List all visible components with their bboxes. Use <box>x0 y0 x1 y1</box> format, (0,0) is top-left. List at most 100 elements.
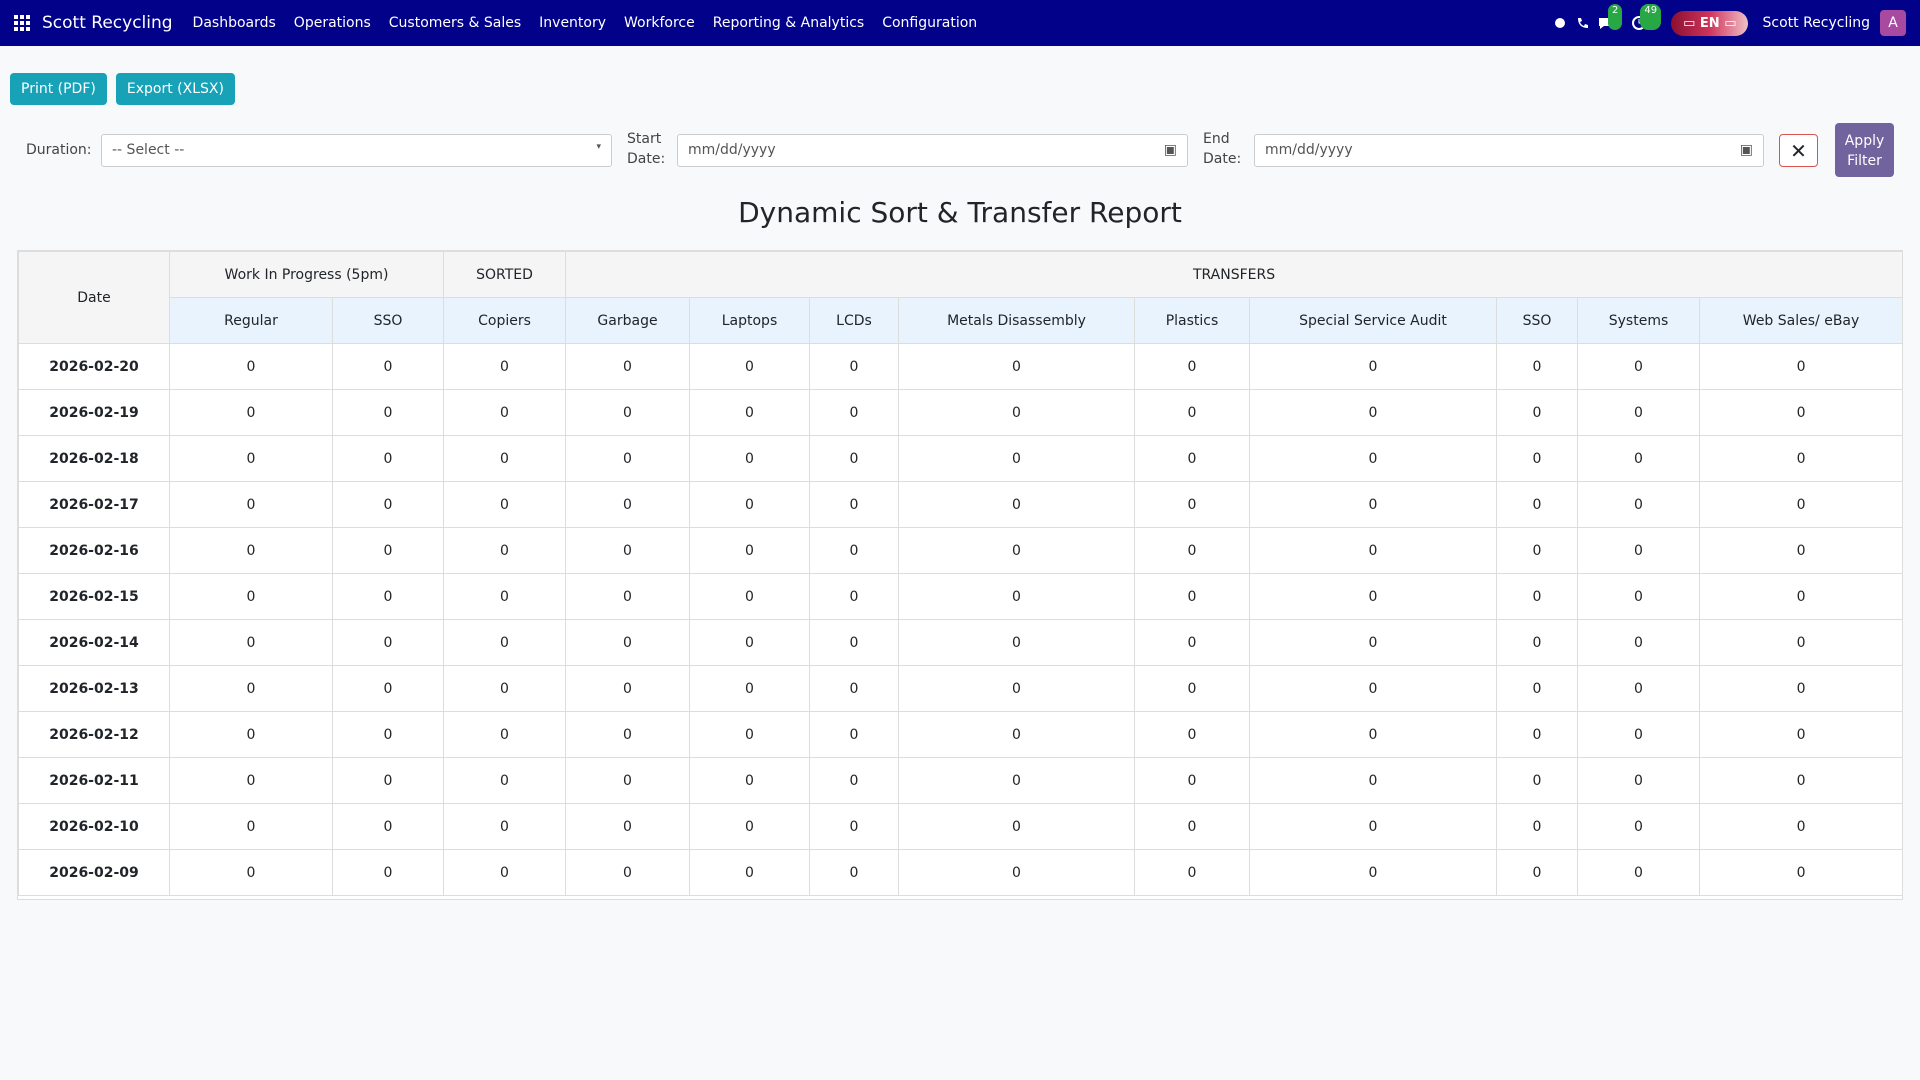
status-dot[interactable] <box>1554 17 1566 29</box>
value-cell: 0 <box>689 573 810 620</box>
start-date[interactable]: mm/dd/yyyy ▣ <box>677 134 1188 167</box>
value-cell: 0 <box>1577 481 1700 528</box>
value-cell: 0 <box>1134 527 1250 574</box>
value-cell: 0 <box>1698 849 1902 896</box>
value-cell: 0 <box>898 757 1135 804</box>
apps-icon[interactable] <box>14 15 30 31</box>
value-cell: 0 <box>443 803 566 850</box>
menu-item[interactable]: Dashboards <box>192 15 276 31</box>
value-cell: 0 <box>1496 481 1578 528</box>
date-cell: 2026-02-11 <box>18 757 170 804</box>
value-cell: 0 <box>332 481 444 528</box>
value-cell: 0 <box>1496 757 1578 804</box>
value-cell: 0 <box>1249 527 1497 574</box>
value-cell: 0 <box>443 711 566 758</box>
avatar[interactable]: A <box>1880 10 1906 36</box>
value-cell: 0 <box>443 573 566 620</box>
date-cell: 2026-02-20 <box>18 343 170 390</box>
value-cell: 0 <box>169 527 333 574</box>
value-cell: 0 <box>1249 481 1497 528</box>
toolbar-button[interactable]: Print (PDF) <box>10 73 107 105</box>
value-cell: 0 <box>689 803 810 850</box>
value-cell: 0 <box>898 803 1135 850</box>
value-cell: 0 <box>169 803 333 850</box>
menu: Dashboards Operations Customers & Sales Inv… <box>193 15 996 31</box>
menu-item[interactable]: Operations <box>293 15 371 31</box>
value-cell: 0 <box>169 665 333 712</box>
value-cell: 0 <box>332 343 444 390</box>
date-cell: 2026-02-16 <box>18 527 170 574</box>
menu-item[interactable]: Reporting & Analytics <box>712 15 865 31</box>
end-placeholder: mm/dd/yyyy <box>1265 142 1353 158</box>
menu-item[interactable]: Customers & Sales <box>388 15 522 31</box>
duration-select[interactable]: -- Select -- ▾ <box>101 134 612 167</box>
apply-button[interactable]: Apply Filter <box>1835 123 1894 177</box>
report-row: 2026-02-19 0 0 0 0 0 0 0 0 0 0 0 0 <box>18 389 1902 436</box>
value-cell: 0 <box>898 665 1135 712</box>
value-cell: 0 <box>809 849 899 896</box>
value-cell: 0 <box>1698 527 1902 574</box>
value-cell: 0 <box>332 711 444 758</box>
column-header: LCDs <box>809 297 899 344</box>
value-cell: 0 <box>1698 573 1902 620</box>
value-cell: 0 <box>1249 343 1497 390</box>
value-cell: 0 <box>332 757 444 804</box>
company[interactable]: Scott Recycling <box>1762 15 1870 31</box>
column-header: Metals Disassembly <box>898 297 1135 344</box>
menu-item[interactable]: Inventory <box>539 15 607 31</box>
value-cell: 0 <box>809 619 899 666</box>
activity[interactable]: 49 <box>1632 4 1662 30</box>
value-cell: 0 <box>565 665 690 712</box>
activity-badge: 49 <box>1640 4 1662 30</box>
value-cell: 0 <box>565 803 690 850</box>
column-header: Web Sales/ eBay <box>1698 297 1902 344</box>
value-cell: 0 <box>443 343 566 390</box>
value-cell: 0 <box>898 711 1135 758</box>
language-switch[interactable]: ▭ EN ▭ <box>1671 10 1749 36</box>
value-cell: 0 <box>565 849 690 896</box>
value-cell: 0 <box>332 389 444 436</box>
value-cell: 0 <box>1249 711 1497 758</box>
value-cell: 0 <box>1698 343 1902 390</box>
group-header: TRANSFERS <box>564 251 1902 298</box>
group-header: Work In Progress (5pm) <box>169 251 444 298</box>
value-cell: 0 <box>809 343 899 390</box>
value-cell: 0 <box>898 481 1135 528</box>
date-cell: 2026-02-09 <box>18 849 170 896</box>
phone-icon[interactable] <box>1576 17 1588 29</box>
report-row: 2026-02-14 0 0 0 0 0 0 0 0 0 0 0 0 <box>18 619 1902 666</box>
chat[interactable]: 2 <box>1598 4 1623 30</box>
value-cell: 0 <box>1577 849 1700 896</box>
table-container: Date Work In Progress (5pm) SORTED TRANSFER… <box>17 250 1903 900</box>
toolbar-button[interactable]: Export (XLSX) <box>115 73 235 105</box>
value-cell: 0 <box>443 619 566 666</box>
date-cell: 2026-02-10 <box>18 803 170 850</box>
value-cell: 0 <box>443 435 566 482</box>
value-cell: 0 <box>809 573 899 620</box>
clear-button[interactable]: ✕ <box>1779 134 1818 167</box>
menu-item[interactable]: Workforce <box>624 15 695 31</box>
value-cell: 0 <box>898 619 1135 666</box>
report-row: 2026-02-20 0 0 0 0 0 0 0 0 0 0 0 0 <box>18 343 1902 390</box>
column-header: Laptops <box>689 297 810 344</box>
report-row: 2026-02-12 0 0 0 0 0 0 0 0 0 0 0 0 <box>18 711 1902 758</box>
value-cell: 0 <box>1249 757 1497 804</box>
value-cell: 0 <box>565 389 690 436</box>
value-cell: 0 <box>689 619 810 666</box>
value-cell: 0 <box>1577 619 1700 666</box>
report-row: 2026-02-17 0 0 0 0 0 0 0 0 0 0 0 0 <box>18 481 1902 528</box>
menu-item[interactable]: Configuration <box>882 15 978 31</box>
chat-badge: 2 <box>1607 4 1623 30</box>
value-cell: 0 <box>1249 619 1497 666</box>
brand[interactable]: Scott Recycling <box>42 13 173 33</box>
value-cell: 0 <box>332 435 444 482</box>
end-date[interactable]: mm/dd/yyyy ▣ <box>1254 134 1764 167</box>
group-header-row: Date Work In Progress (5pm) SORTED TRANSFER… <box>18 251 1902 344</box>
language: EN <box>1699 15 1720 31</box>
value-cell: 0 <box>898 849 1135 896</box>
value-cell: 0 <box>1698 389 1902 436</box>
value-cell: 0 <box>1134 573 1250 620</box>
value-cell: 0 <box>1698 619 1902 666</box>
value-cell: 0 <box>332 573 444 620</box>
value-cell: 0 <box>1577 435 1700 482</box>
